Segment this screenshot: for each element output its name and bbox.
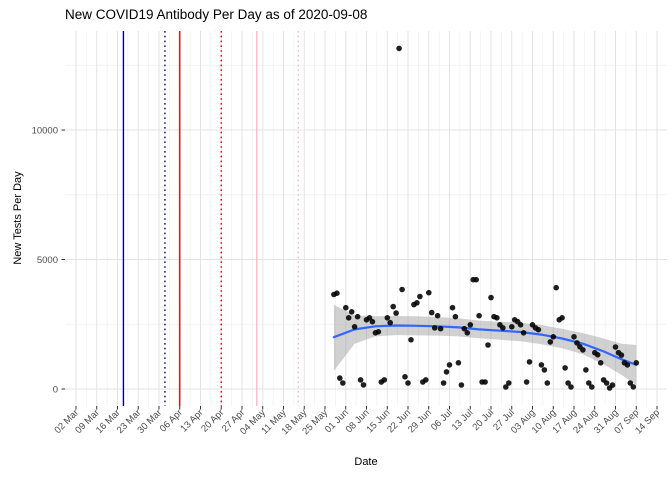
data-point <box>574 340 580 346</box>
data-point <box>467 322 474 328</box>
data-point <box>366 315 373 321</box>
data-point <box>550 334 557 340</box>
data-point <box>500 325 506 331</box>
data-point <box>357 377 364 383</box>
data-point <box>586 380 592 386</box>
data-point <box>517 322 524 328</box>
data-point <box>612 344 619 350</box>
data-point <box>624 362 631 368</box>
data-point <box>535 326 542 333</box>
data-point <box>440 380 447 386</box>
data-point <box>452 313 459 320</box>
data-point <box>431 325 438 331</box>
x-tick-label: 13 Jul <box>450 407 476 433</box>
data-point <box>345 315 352 321</box>
data-point <box>553 284 559 291</box>
data-point <box>393 310 399 316</box>
data-point <box>627 380 634 386</box>
data-point <box>458 382 465 388</box>
data-point <box>544 380 551 386</box>
data-point <box>390 303 397 310</box>
data-point <box>503 384 509 390</box>
data-point <box>482 379 488 385</box>
data-point <box>337 375 343 381</box>
data-point <box>437 325 444 332</box>
data-point <box>520 330 527 336</box>
data-point <box>354 313 361 320</box>
data-point <box>399 286 405 293</box>
data-point <box>348 309 355 315</box>
y-axis-title: New Tests Per Day <box>12 171 24 265</box>
data-point <box>414 300 420 306</box>
data-point <box>509 324 515 330</box>
x-tick-label: 20 Jul <box>470 407 496 433</box>
y-tick-label: 10000 <box>32 126 58 137</box>
data-point <box>568 384 574 390</box>
data-point <box>434 312 441 319</box>
data-point <box>464 330 471 336</box>
data-point <box>594 352 601 358</box>
data-point <box>597 360 604 366</box>
data-point <box>523 379 530 385</box>
data-point <box>443 369 450 375</box>
data-point <box>559 315 565 321</box>
data-point <box>461 325 468 332</box>
x-axis-title: Date <box>354 456 378 468</box>
data-point <box>449 304 456 311</box>
y-tick-label: 5000 <box>37 255 58 266</box>
data-point <box>589 384 595 390</box>
data-point <box>446 362 453 368</box>
data-point <box>476 312 482 319</box>
data-point <box>618 352 625 358</box>
data-point <box>526 359 533 365</box>
data-point <box>633 360 640 366</box>
data-point <box>583 367 589 373</box>
data-point <box>547 339 554 345</box>
data-point <box>423 377 429 383</box>
data-point <box>541 367 548 373</box>
data-point <box>571 334 577 340</box>
data-point <box>369 318 376 325</box>
data-point <box>387 319 394 326</box>
y-tick-label: 0 <box>53 385 58 396</box>
data-point <box>405 380 411 386</box>
data-point <box>396 45 402 52</box>
data-point <box>381 377 388 383</box>
data-point <box>417 293 423 300</box>
data-point <box>334 290 340 297</box>
data-point <box>630 384 637 390</box>
x-tick-label: 29 Jun <box>406 407 434 435</box>
data-point <box>565 380 571 386</box>
data-point <box>609 382 616 388</box>
confidence-ribbon <box>333 304 637 385</box>
data-point <box>603 380 610 386</box>
data-point <box>485 342 491 348</box>
data-point <box>580 347 586 353</box>
data-point <box>428 309 435 316</box>
data-point <box>351 324 358 330</box>
data-point <box>426 289 432 296</box>
chart-title: New COVID19 Antibody Per Day as of 2020-… <box>65 7 368 22</box>
data-point <box>375 329 382 335</box>
data-point <box>538 362 545 368</box>
data-point <box>473 276 480 283</box>
data-point <box>402 374 408 380</box>
data-point <box>343 304 349 311</box>
data-point <box>494 315 500 321</box>
data-point <box>562 365 568 371</box>
data-point <box>340 380 346 386</box>
data-point <box>408 337 414 343</box>
data-point <box>488 294 494 301</box>
data-point <box>455 360 462 366</box>
smooth-line <box>332 324 638 366</box>
data-point <box>384 315 391 321</box>
data-point <box>360 382 367 388</box>
x-tick-label: 06 Jul <box>429 407 455 433</box>
data-point <box>506 380 512 386</box>
